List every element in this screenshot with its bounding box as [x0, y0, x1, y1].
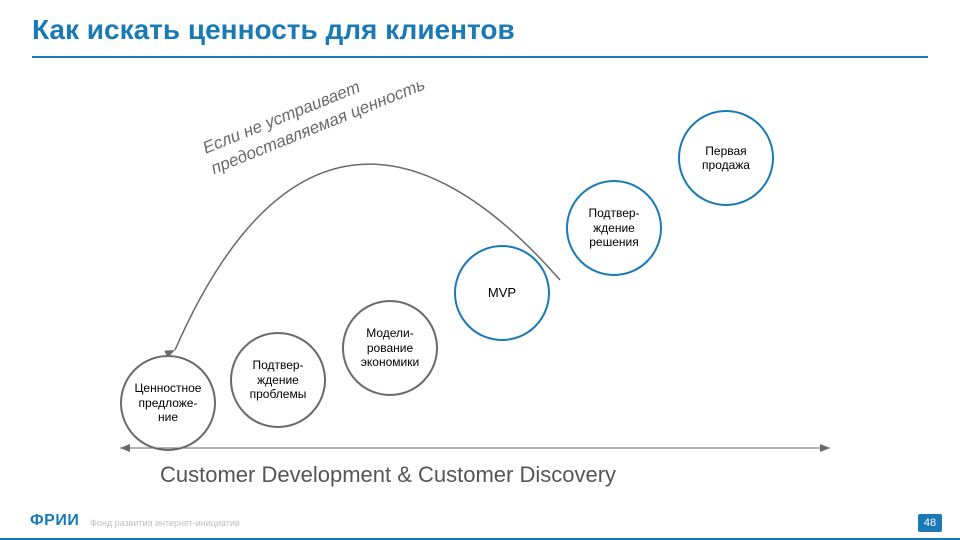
step-label: MVP — [482, 285, 522, 301]
footer-logo: ФРИИ — [30, 512, 79, 530]
page-number: 48 — [918, 514, 942, 532]
steps-layer: Ценностное предложе- ние Подтвер- ждение … — [0, 0, 960, 540]
step-c4: MVP — [454, 245, 550, 341]
axis-label: Customer Development & Customer Discover… — [160, 462, 616, 488]
footer-logo-sub: Фонд развития интернет-инициатив — [90, 518, 240, 528]
step-label: Подтвер- ждение проблемы — [232, 358, 324, 401]
step-c2: Подтвер- ждение проблемы — [230, 332, 326, 428]
step-c5: Подтвер- ждение решения — [566, 180, 662, 276]
step-c1: Ценностное предложе- ние — [120, 355, 216, 451]
slide: Как искать ценность для клиентов Если не… — [0, 0, 960, 540]
step-c3: Модели- рование экономики — [342, 300, 438, 396]
step-c6: Первая продажа — [678, 110, 774, 206]
step-label: Первая продажа — [680, 144, 772, 173]
step-label: Модели- рование экономики — [344, 326, 436, 369]
step-label: Подтвер- ждение решения — [568, 206, 660, 249]
step-label: Ценностное предложе- ние — [122, 381, 214, 424]
